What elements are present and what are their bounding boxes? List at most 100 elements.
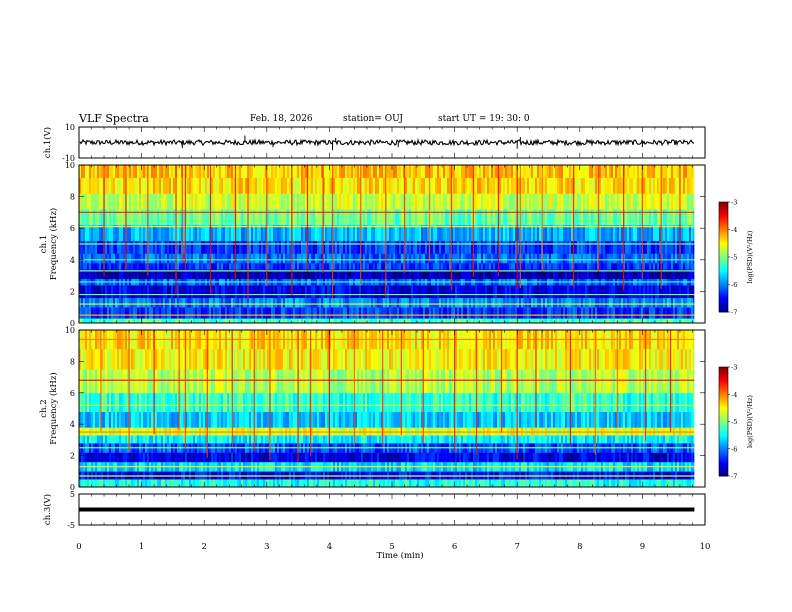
ch2-spectrogram-cell <box>121 452 124 463</box>
ch1-spectrogram-cell <box>473 297 476 308</box>
ch1-spectrogram-cell <box>555 269 558 280</box>
ch1-spectrogram-cell <box>171 253 174 264</box>
ch1-spectrogram-cell <box>657 307 660 319</box>
ch1-spectrogram-cell <box>235 209 238 226</box>
ch1-spectrogram-cell <box>89 269 92 280</box>
ch1-spectrogram-cell <box>207 225 210 242</box>
ch1-spectrogram-cell <box>523 177 526 194</box>
ch1-spectrogram-cell <box>607 318 610 324</box>
ch1-spectrogram-cell <box>565 297 568 308</box>
ch1-spectrogram-cell <box>387 240 390 254</box>
ch1-spectrogram-cell <box>261 318 264 324</box>
ch1-spectrogram-cell <box>187 318 190 324</box>
ch1-spectrogram-cell <box>131 285 134 299</box>
ch1-spectrogram-cell <box>217 209 220 226</box>
ch2-spectrogram-cell <box>85 411 88 428</box>
ch1-spectrogram-cell <box>91 269 94 280</box>
ch1-spectrogram-cell <box>199 285 202 299</box>
ch1-spectrogram-cell <box>331 318 334 324</box>
ch1-spectrogram-cell <box>275 269 278 280</box>
ch1-spectrogram-cell <box>171 177 174 194</box>
ch1-spectrogram-cell <box>83 307 86 319</box>
ch1-spectrogram-cell <box>379 177 382 194</box>
ch1-spectrogram-cell <box>221 165 224 178</box>
ch1-spectrogram-cell <box>373 177 376 194</box>
ch1-spectrogram-cell <box>669 253 672 264</box>
ch1-spectrogram-cell <box>235 269 238 280</box>
ch1-spectrogram-cell <box>91 240 94 254</box>
ch1-spectrogram-cell <box>151 307 154 319</box>
ch1-spectrogram-cell <box>533 193 536 210</box>
ch1-spectrogram-cell <box>225 225 228 242</box>
ch1-spectrogram-cell <box>263 262 266 270</box>
ch1-spectrogram-cell <box>295 177 298 194</box>
ch1-spectrogram-cell <box>187 165 190 178</box>
ch1-spectrogram-cell <box>269 225 272 242</box>
ch1-spectrogram-cell <box>675 253 678 264</box>
ch1-spectrogram-cell <box>573 165 576 178</box>
ch2-spectrogram-cell <box>103 479 106 488</box>
ch1-spectrogram-cell <box>369 297 372 308</box>
ch1-spectrogram-cell <box>141 253 144 264</box>
ch1-spectrogram-cell <box>631 177 634 194</box>
ch1-spectrogram-cell <box>221 297 224 308</box>
ch1-spectrogram-cell <box>447 193 450 210</box>
ch1-spectrogram-cell <box>387 307 390 319</box>
ch1-spectrogram-cell <box>179 269 182 280</box>
ch1-spectrogram-cell <box>483 240 486 254</box>
ch1-spectrogram-cell <box>349 262 352 270</box>
ch1-spectrogram-cell <box>643 165 646 178</box>
ch1-spectrogram-cell <box>221 285 224 299</box>
ch1-spectrogram-cell <box>409 240 412 254</box>
ch1-spectrogram-cell <box>447 165 450 178</box>
ch1-spectrogram-cell <box>659 177 662 194</box>
ch1-spectrogram-cell <box>477 253 480 264</box>
ch1-spectrogram-cell <box>511 285 514 299</box>
ch1-spectrogram-cell <box>579 177 582 194</box>
ch1-spectrogram-cell <box>311 177 314 194</box>
ch1-spectrogram-cell <box>181 269 184 280</box>
ch2-spectrogram-cell <box>125 471 128 480</box>
ch1-spectrogram-cell <box>425 307 428 319</box>
ch1-spectrogram-cell <box>303 285 306 299</box>
ch1-spectrogram-cell <box>629 253 632 264</box>
ch1-spectrogram-cell <box>431 307 434 319</box>
ch1-spectrogram-cell <box>551 269 554 280</box>
ch1-spectrogram-cell <box>449 269 452 280</box>
ch1-spectrogram-cell <box>337 240 340 254</box>
ch1-spectrogram-cell <box>191 318 194 324</box>
ch1-spectrogram-cell <box>371 177 374 194</box>
ch2-spectrogram-cell <box>123 348 126 370</box>
ch1-spectrogram-cell <box>479 285 482 299</box>
ch1-spectrogram-cell <box>559 225 562 242</box>
ch1-spectrogram-cell <box>239 262 242 270</box>
ch1-spectrogram-cell <box>639 209 642 226</box>
ch1-spectrogram-cell <box>581 318 584 324</box>
ch1-spectrogram-cell <box>301 269 304 280</box>
ch2-spectrogram-cell <box>105 471 108 480</box>
ch1-spectrogram-cell <box>345 262 348 270</box>
ch1-spectrogram-cell <box>111 209 114 226</box>
ch1-spectrogram-cell <box>379 318 382 324</box>
ch1-spectrogram-cell <box>385 307 388 319</box>
ch1-spectrogram-cell <box>481 269 484 280</box>
ch1-spectrogram-cell <box>609 318 612 324</box>
ch1-spectrogram-cell <box>193 307 196 319</box>
ch1-spectrogram-cell <box>651 318 654 324</box>
ch1-spectrogram-cell <box>343 209 346 226</box>
ch1-spectrogram-cell <box>601 177 604 194</box>
colorbar-swatch <box>719 280 728 284</box>
ch1-spectrogram-cell <box>485 307 488 319</box>
ch1-spectrogram-cell <box>567 285 570 299</box>
ch1-spectrogram-cell <box>301 209 304 226</box>
ch2-spectrogram-cell <box>87 348 90 370</box>
ch1-spectrogram-cell <box>397 269 400 280</box>
ch1-spectrogram-cell <box>589 318 592 324</box>
ch1-spectrogram-cell <box>671 193 674 210</box>
ch1-spectrogram-cell <box>465 193 468 210</box>
ch1-spectrogram-cell <box>633 240 636 254</box>
ch1-spectrogram-cell <box>107 318 110 324</box>
y-tick-label: 6 <box>70 224 75 233</box>
ch1-spectrogram-cell <box>577 285 580 299</box>
ch1-spectrogram-cell <box>171 318 174 324</box>
